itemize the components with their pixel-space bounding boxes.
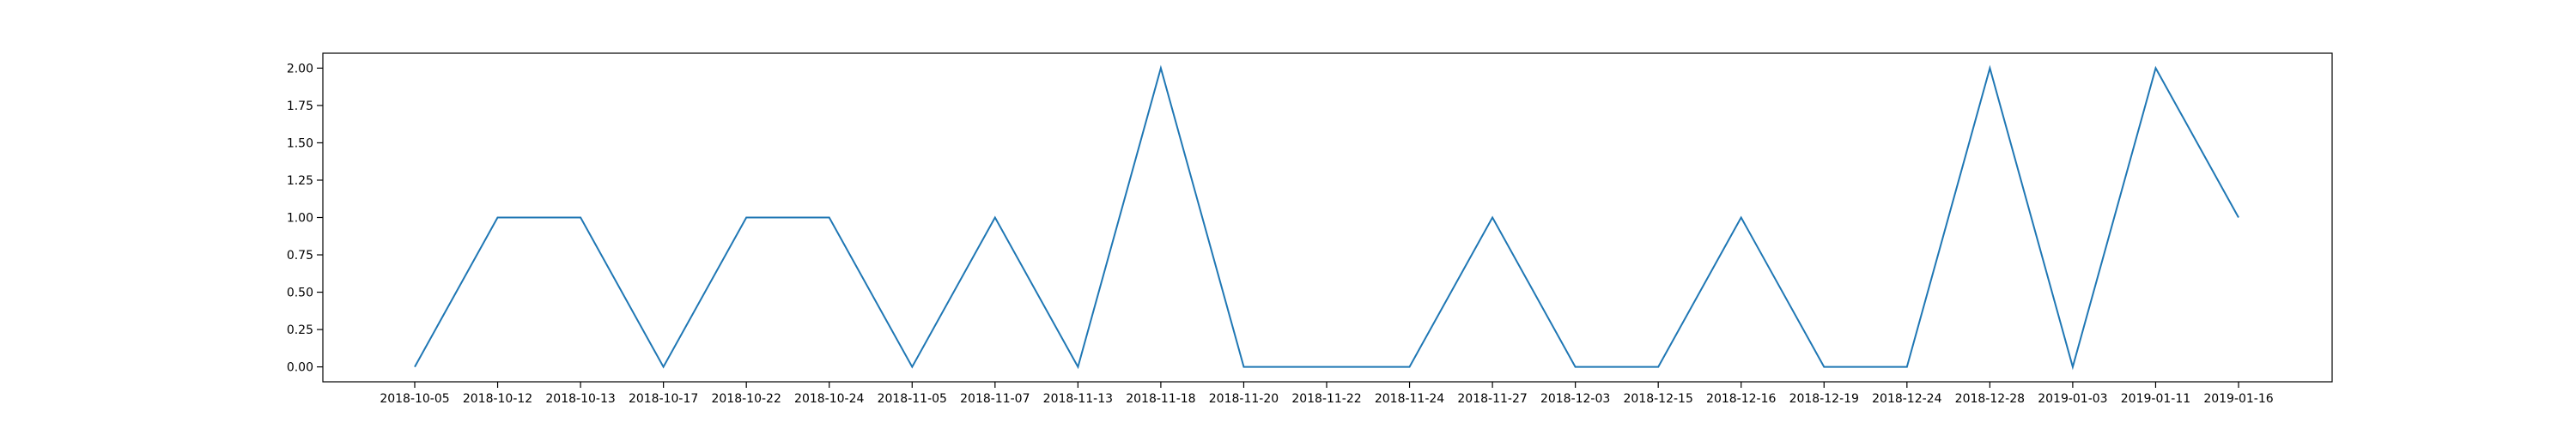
y-tick-label: 1.50 [287, 136, 313, 150]
x-axis-ticks: 2018-10-05 2018-10-12 2018-10-13 2018-10-17… [380, 382, 2274, 406]
x-tick-label: 2018-12-03 [1540, 392, 1610, 406]
x-tick-label: 2019-01-16 [2203, 392, 2273, 406]
plot-frame [322, 52, 2333, 383]
x-tick-label: 2018-11-24 [1375, 392, 1444, 406]
series-line-0 [414, 64, 2239, 371]
x-tick-label: 2018-12-15 [1623, 392, 1692, 406]
x-tick-label: 2019-01-11 [2121, 392, 2190, 406]
x-tick-label: 2018-11-13 [1043, 392, 1113, 406]
y-axis-ticks: 0.00 0.25 0.50 0.75 1.00 1.25 1.50 1.75 2.00 [287, 62, 323, 375]
x-tick-label: 2018-12-28 [1955, 392, 2025, 406]
y-tick-label: 0.50 [287, 287, 313, 300]
x-tick-label: 2018-11-27 [1457, 392, 1527, 406]
x-tick-label: 2018-10-17 [629, 392, 698, 406]
series-layer [414, 64, 2239, 371]
x-tick-label: 2018-12-16 [1706, 392, 1776, 406]
y-tick-label: 0.75 [287, 249, 313, 263]
x-tick-label: 2018-10-24 [794, 392, 864, 406]
x-tick-label: 2018-10-13 [545, 392, 615, 406]
y-tick-label: 1.75 [287, 100, 313, 113]
x-tick-label: 2018-11-07 [960, 392, 1030, 406]
y-tick-label: 2.00 [287, 62, 313, 76]
x-tick-label: 2018-11-05 [878, 392, 947, 406]
x-tick-label: 2018-11-22 [1291, 392, 1361, 406]
y-tick-label: 1.25 [287, 174, 313, 188]
x-tick-label: 2018-10-22 [711, 392, 781, 406]
y-tick-label: 0.25 [287, 323, 313, 337]
x-tick-label: 2018-12-24 [1872, 392, 1941, 406]
x-tick-label: 2019-01-03 [2038, 392, 2107, 406]
x-tick-label: 2018-10-12 [463, 392, 532, 406]
x-tick-label: 2018-11-20 [1209, 392, 1279, 406]
y-tick-label: 1.00 [287, 212, 313, 226]
x-tick-label: 2018-10-05 [380, 392, 449, 406]
x-tick-label: 2018-11-18 [1126, 392, 1195, 406]
y-tick-label: 0.00 [287, 361, 313, 375]
x-tick-label: 2018-12-19 [1789, 392, 1859, 406]
